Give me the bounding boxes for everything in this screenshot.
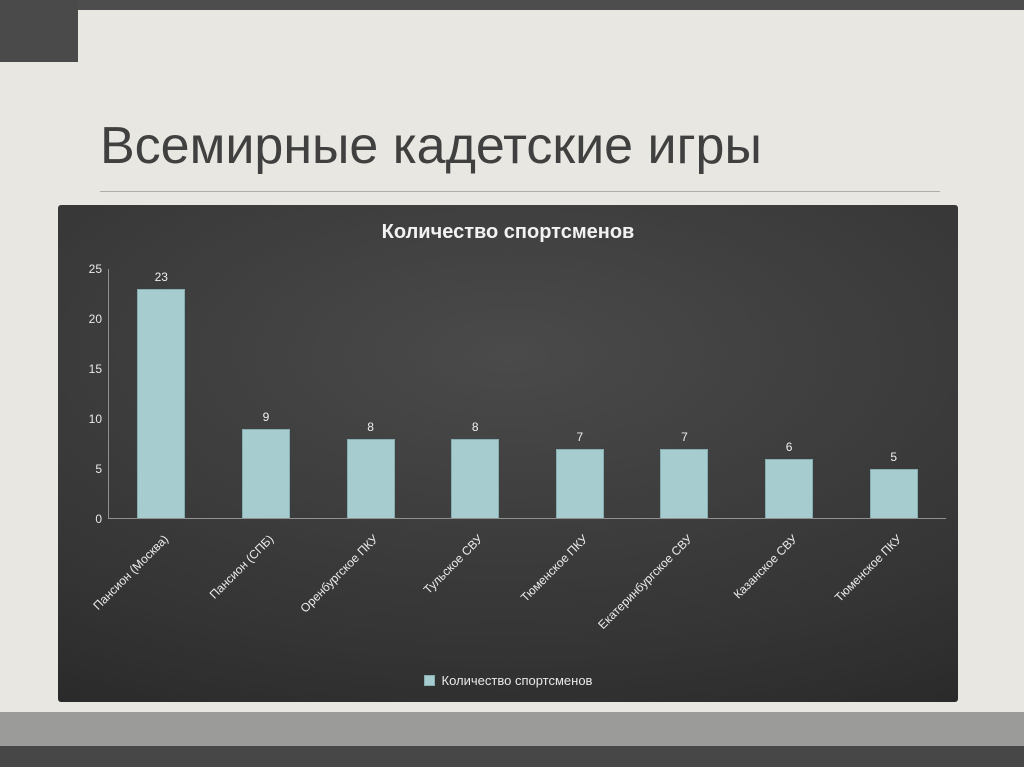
x-tick-label: Тюменское ПКУ: [831, 532, 905, 605]
bar-column: 9: [214, 269, 319, 519]
bar-column: 7: [528, 269, 633, 519]
y-tick-label: 0: [95, 512, 102, 526]
bar: [555, 449, 604, 519]
y-tick-label: 25: [88, 262, 102, 276]
bar-value-label: 8: [471, 420, 479, 434]
bar: [451, 439, 500, 519]
plot-area: 0 5 10 15 20 25 23 9 8 8 7 7 6 5: [89, 262, 946, 526]
bar: [869, 469, 918, 519]
y-tick-label: 15: [88, 362, 102, 376]
bar-column: 8: [423, 269, 528, 519]
bar: [660, 449, 709, 519]
bar-column: 5: [841, 269, 946, 519]
legend-swatch-icon: [423, 675, 435, 686]
bar-value-label: 9: [262, 410, 270, 424]
chart-legend: Количество спортсменов: [58, 673, 958, 688]
x-tick-label: Казанское СВУ: [730, 532, 800, 602]
x-tick-label: Екатеринбургское СВУ: [595, 532, 696, 632]
bar-chart: Количество спортсменов 0 5 10 15 20 25 23 9 8 8 7…: [58, 205, 958, 702]
x-tick-label: Тульское СВУ: [420, 532, 486, 597]
slide-corner-accent: [0, 0, 78, 62]
bar: [241, 429, 290, 519]
slide-bottom-frame-mid: [0, 712, 1024, 746]
bar-column: 7: [632, 269, 737, 519]
bar-value-label: 5: [890, 450, 898, 464]
y-axis-line: [108, 269, 109, 519]
y-tick-label: 20: [88, 312, 102, 326]
bar: [765, 459, 814, 519]
x-tick-label: Пансион (Москва): [90, 532, 172, 613]
x-axis-line: [108, 518, 946, 519]
slide-top-frame: [0, 0, 1024, 10]
bar-value-label: 7: [681, 430, 688, 444]
y-tick-label: 10: [88, 412, 102, 426]
slide-bottom-frame-dark: [0, 746, 1024, 767]
y-tick-label: 5: [95, 462, 102, 476]
x-axis-labels: Пансион (Москва) Пансион (СПБ) Оренбургско…: [90, 520, 947, 655]
x-tick-label: Тюменское ПКУ: [517, 532, 591, 605]
bars: 23 9 8 8 7 7 6 5: [109, 269, 946, 519]
chart-title: Количество спортсменов: [381, 221, 635, 243]
x-tick-label: Пансион (СПБ): [206, 532, 277, 602]
bar: [346, 439, 395, 519]
bar-value-label: 6: [785, 440, 793, 454]
bar-value-label: 8: [367, 420, 374, 434]
bar-column: 6: [737, 269, 842, 519]
title-underline: [100, 191, 940, 192]
bar-column: 23: [109, 269, 214, 519]
legend-label: Количество спортсменов: [441, 673, 593, 688]
bar-column: 8: [318, 269, 423, 519]
bar-value-label: 7: [576, 430, 584, 444]
x-tick-label: Оренбургское ПКУ: [297, 532, 381, 616]
bar-value-label: 23: [154, 270, 168, 284]
y-axis-labels: 0 5 10 15 20 25: [62, 262, 102, 526]
slide-title: Всемирные кадетские игры: [100, 117, 762, 175]
bar: [137, 289, 186, 519]
